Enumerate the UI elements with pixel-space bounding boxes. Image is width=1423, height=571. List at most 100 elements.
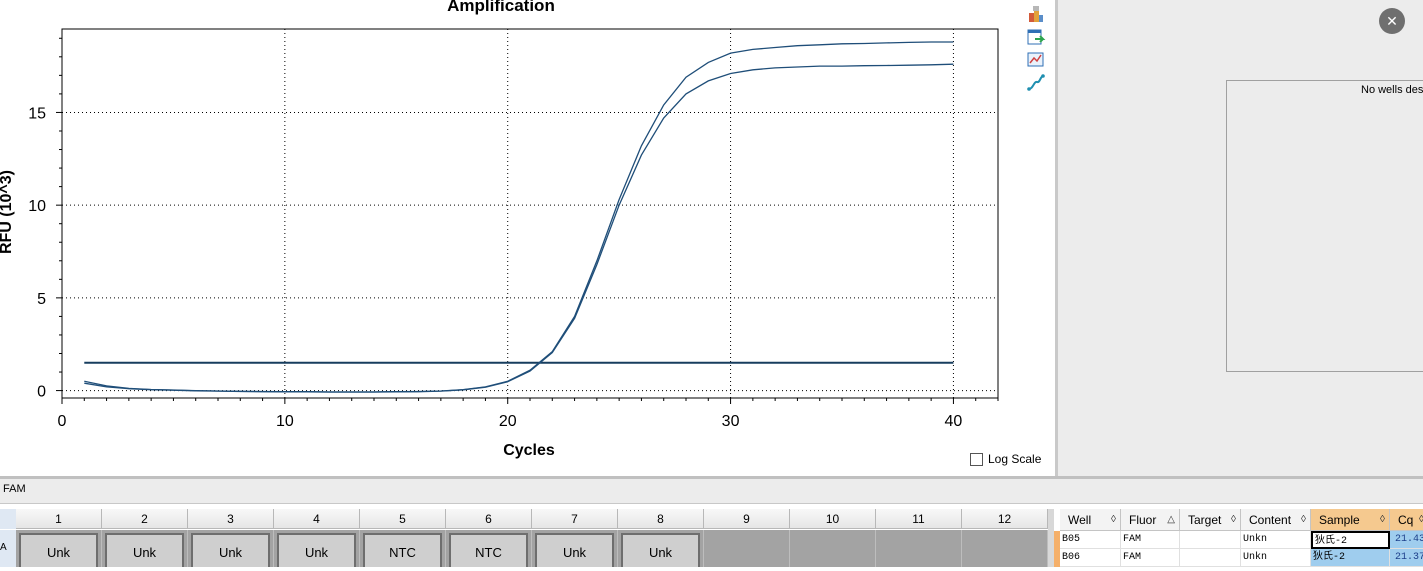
well-content-label: Unk (191, 533, 270, 567)
sort-icon[interactable]: △ (1167, 514, 1175, 525)
plate-column-header[interactable]: 2 (102, 509, 188, 529)
amplification-curve-2 (84, 63, 954, 393)
plate-well[interactable] (790, 530, 876, 567)
column-header-fluor[interactable]: Fluor △ (1121, 509, 1180, 531)
plate-column-header[interactable]: 6 (446, 509, 532, 529)
sort-icon[interactable]: ◊ (1380, 514, 1385, 525)
plate-well[interactable] (876, 530, 962, 567)
column-header-label: Content (1249, 513, 1292, 527)
chart-axes: 0 10 20 30 40 0 5 10 15 (28, 37, 999, 430)
y-tick-label: 0 (37, 384, 46, 401)
row-marker[interactable] (1054, 549, 1060, 567)
x-tick-label: 0 (58, 413, 67, 430)
cell-fluor[interactable]: FAM (1121, 531, 1180, 549)
sort-icon[interactable]: ◊ (1301, 514, 1306, 525)
y-axis-label: RFU (10^3) (0, 170, 15, 254)
cell-sample[interactable]: 狄氏-2 (1311, 531, 1390, 549)
plate-well[interactable] (704, 530, 790, 567)
cell-content[interactable]: Unkn (1241, 531, 1311, 549)
x-axis-label: Cycles (503, 442, 555, 459)
chart-copy-icon[interactable] (1026, 4, 1046, 24)
x-tick-label: 40 (945, 413, 963, 430)
cell-well[interactable]: B05 (1060, 531, 1121, 549)
plot-frame (61, 28, 999, 399)
column-header-label: Target (1188, 513, 1222, 527)
sort-icon[interactable]: ◊ (1231, 514, 1236, 525)
cell-content[interactable]: Unkn (1241, 549, 1311, 567)
plate-row-label: A (0, 542, 7, 553)
plate-column-header[interactable]: 7 (532, 509, 618, 529)
y-tick-label: 5 (37, 291, 46, 308)
fluor-tab-fam[interactable]: FAM (3, 483, 26, 495)
x-tick-label: 20 (499, 413, 517, 430)
log-scale-label: Log Scale (988, 452, 1042, 466)
chart-series-icon[interactable] (1026, 73, 1046, 93)
wells-display-box: No wells desi (1226, 80, 1423, 372)
column-header-sample[interactable]: Sample ◊ (1311, 509, 1390, 531)
chart-title: Amplification (447, 0, 555, 15)
well-content-label: Unk (621, 533, 700, 567)
column-header-cq[interactable]: Cq ◊ (1390, 509, 1423, 531)
cell-target[interactable] (1180, 531, 1241, 549)
well-content-label: NTC (363, 533, 442, 567)
horizontal-splitter[interactable] (0, 476, 1423, 479)
no-wells-message: No wells desi (1361, 84, 1423, 96)
plate-column-header[interactable]: 9 (704, 509, 790, 529)
plate-select-all[interactable] (0, 509, 16, 529)
cell-fluor[interactable]: FAM (1121, 549, 1180, 567)
column-header-label: Sample (1319, 513, 1360, 527)
fluor-tab-bar: FAM (0, 479, 1423, 504)
plate-column-header[interactable]: 8 (618, 509, 704, 529)
table-splitter[interactable] (1048, 509, 1054, 567)
log-scale-toggle[interactable]: Log Scale (970, 452, 1041, 466)
close-icon[interactable]: ✕ (1379, 8, 1405, 34)
cell-cq[interactable]: 21.43 (1390, 531, 1423, 549)
plate-column-header[interactable]: 3 (188, 509, 274, 529)
plate-well[interactable]: Unk (532, 530, 618, 567)
row-marker[interactable] (1054, 531, 1060, 549)
chart-export-icon[interactable] (1026, 27, 1046, 47)
plate-column-header[interactable]: 10 (790, 509, 876, 529)
plate-column-header[interactable]: 12 (962, 509, 1048, 529)
plate-grid: A 1 Unk 2 Unk 3 Unk 4 Unk 5 NTC 6 NTC 7 Unk 8 Unk 9 10 11 1… (0, 509, 1048, 567)
plate-well[interactable]: NTC (446, 530, 532, 567)
cell-cq[interactable]: 21.37 (1390, 549, 1423, 567)
plate-column-header[interactable]: 1 (16, 509, 102, 529)
plate-well[interactable]: Unk (274, 530, 360, 567)
plate-column-header[interactable]: 5 (360, 509, 446, 529)
plate-well[interactable]: Unk (188, 530, 274, 567)
cell-target[interactable] (1180, 549, 1241, 567)
column-header-label: Fluor (1129, 513, 1157, 527)
column-header-well[interactable]: Well ◊ (1060, 509, 1121, 531)
plate-well[interactable]: Unk (102, 530, 188, 567)
chart-toolbar (1022, 2, 1048, 96)
sort-icon[interactable]: ◊ (1419, 514, 1423, 525)
x-tick-label: 30 (722, 413, 740, 430)
column-header-target[interactable]: Target ◊ (1180, 509, 1241, 531)
plate-row-header[interactable]: A (0, 530, 16, 567)
panel-splitter[interactable] (1055, 0, 1058, 476)
y-tick-label: 10 (28, 198, 46, 215)
plate-well[interactable]: Unk (618, 530, 704, 567)
cell-well[interactable]: B06 (1060, 549, 1121, 567)
log-scale-checkbox[interactable] (970, 452, 983, 466)
well-content-label: Unk (19, 533, 98, 567)
chart-zoom-icon[interactable] (1026, 50, 1046, 70)
chart-grid (61, 28, 999, 399)
series-layer (84, 41, 954, 393)
plate-well[interactable] (962, 530, 1048, 567)
amplification-chart: 0 10 20 30 40 0 5 10 15 Amplification Cycles RFU… (0, 0, 999, 459)
cell-sample[interactable]: 狄氏-2 (1311, 549, 1390, 567)
plate-well[interactable]: NTC (360, 530, 446, 567)
column-header-label: Cq (1398, 513, 1414, 527)
well-content-label: Unk (277, 533, 356, 567)
plate-column-header[interactable]: 4 (274, 509, 360, 529)
y-tick-label: 15 (28, 105, 46, 122)
x-tick-label: 10 (276, 413, 294, 430)
sort-icon[interactable]: ◊ (1111, 514, 1116, 525)
plate-column-header[interactable]: 11 (876, 509, 962, 529)
column-header-label: Well (1068, 513, 1092, 527)
well-content-label: Unk (535, 533, 614, 567)
plate-well[interactable]: Unk (16, 530, 102, 567)
column-header-content[interactable]: Content ◊ (1241, 509, 1311, 531)
